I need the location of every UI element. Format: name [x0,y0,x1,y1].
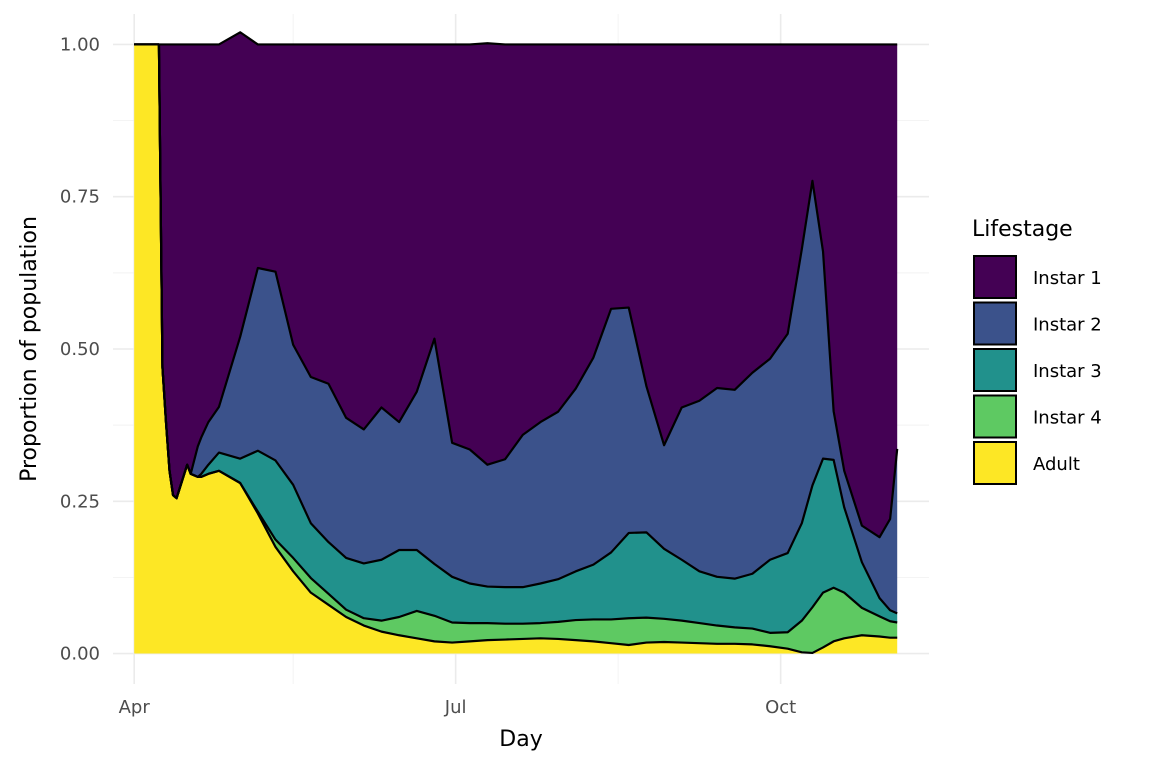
x-tick-label: Jul [444,697,467,718]
y-axis-ticks: 0.00 0.25 0.50 0.75 1.00 [60,34,100,664]
legend-title: Lifestage [972,217,1073,242]
legend-label-adult: Adult [1033,454,1080,475]
area-instar-1 [134,32,898,538]
legend-label-instar-4: Instar 4 [1033,408,1102,429]
y-axis-title: Proportion of population [17,216,42,482]
area-instar-2 [134,44,898,614]
x-axis-title: Day [499,727,542,752]
legend-swatch-instar-1 [973,255,1017,299]
y-tick-label: 0.25 [60,491,100,512]
y-tick-label: 0.75 [60,187,100,208]
legend: Lifestage Instar 1 Instar 2 Instar 3 Instar… [972,217,1102,485]
x-tick-label: Oct [765,697,796,718]
boundary-line-instar-1 [134,31,898,46]
legend-swatch-instar-3 [973,348,1017,392]
x-axis-ticks: Apr Jul Oct [119,697,797,718]
area-instar-3 [134,44,898,633]
legend-swatch-instar-4 [973,394,1017,439]
legend-label-instar-1: Instar 1 [1033,268,1102,289]
boundary-line-instar-3 [134,43,898,615]
boundary-line-instar-2 [134,43,899,539]
legend-label-instar-3: Instar 3 [1033,361,1102,382]
legend-swatch-adult [973,441,1017,485]
y-tick-label: 0.50 [60,339,100,360]
y-tick-label: 0.00 [60,644,100,665]
area-layer [134,31,899,655]
y-tick-label: 1.00 [60,34,100,55]
area-adult [134,44,898,654]
x-tick-label: Apr [119,697,151,718]
legend-label-instar-2: Instar 2 [1033,315,1102,336]
legend-swatch-instar-2 [973,301,1017,346]
